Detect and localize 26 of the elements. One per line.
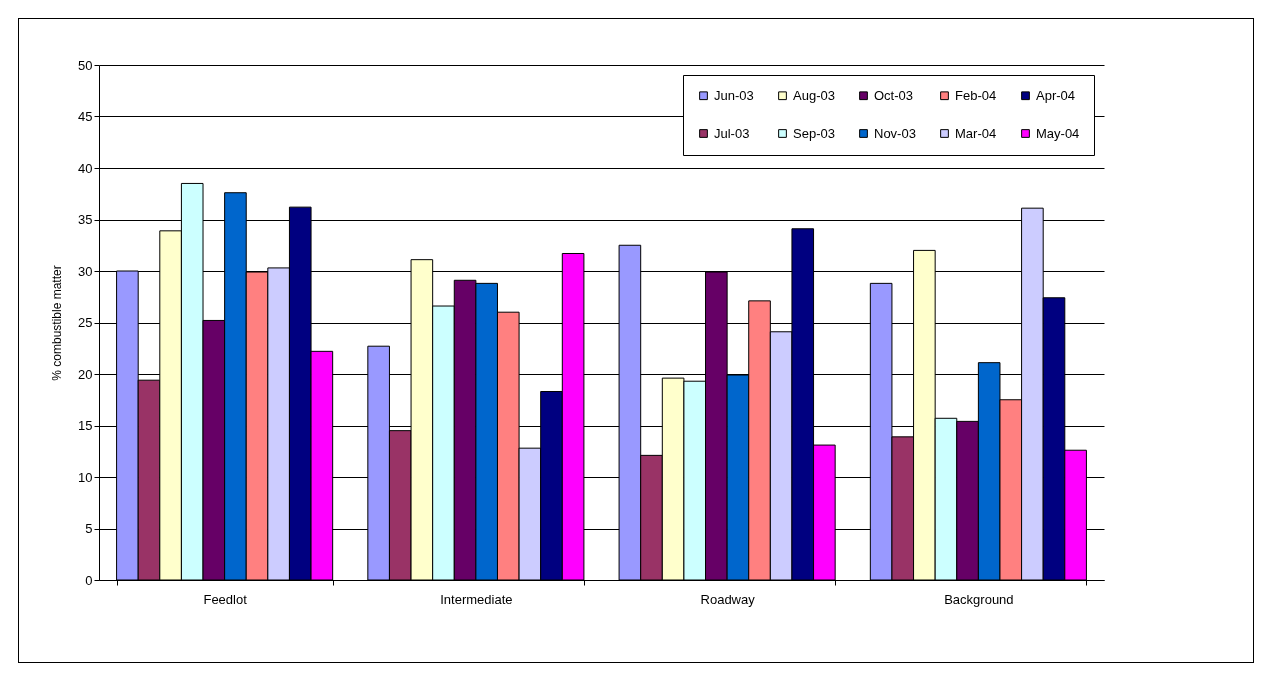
x-tick-label: Roadway [700,591,756,607]
legend-label: Apr-04 [1036,87,1076,103]
y-tick-label: 40 [78,160,93,176]
y-tick-label: 50 [78,57,93,73]
x-tick-label: Background [944,591,1014,607]
legend-label: Aug-03 [793,87,835,103]
legend-label: Nov-03 [874,125,916,141]
legend-label: Mar-04 [955,125,997,141]
y-tick-label: 45 [78,109,93,124]
y-tick-label: 25 [78,315,93,330]
legend-label: Jun-03 [714,87,754,103]
y-tick-label: 35 [78,212,93,227]
y-tick-label: 0 [85,572,93,588]
legend-label: Oct-03 [874,87,914,103]
y-axis-title: % combustible matter [50,265,65,381]
x-tick-label: Feedlot [203,591,248,607]
y-tick-label: 20 [78,366,93,382]
y-tick-label: 30 [78,263,93,279]
legend-label: Sep-03 [793,125,835,141]
y-tick-label: 5 [85,521,93,536]
y-tick-label: 10 [78,469,93,485]
legend-label: Feb-04 [955,87,997,103]
x-tick-label: Intermediate [440,591,513,607]
legend-label: Jul-03 [714,125,750,141]
legend-label: May-04 [1036,125,1080,141]
y-tick-label: 15 [78,418,93,433]
